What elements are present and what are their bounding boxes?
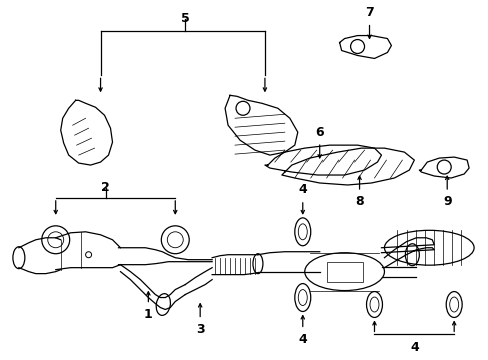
Text: 3: 3 xyxy=(196,323,204,336)
Text: 4: 4 xyxy=(409,341,418,354)
Text: 2: 2 xyxy=(101,181,110,194)
Text: 9: 9 xyxy=(442,195,450,208)
Text: 4: 4 xyxy=(298,184,306,197)
Text: 6: 6 xyxy=(315,126,324,139)
Text: 8: 8 xyxy=(354,195,363,208)
Text: 7: 7 xyxy=(365,6,373,19)
Text: 5: 5 xyxy=(181,12,189,25)
Text: 4: 4 xyxy=(298,333,306,346)
Text: 1: 1 xyxy=(143,308,152,321)
